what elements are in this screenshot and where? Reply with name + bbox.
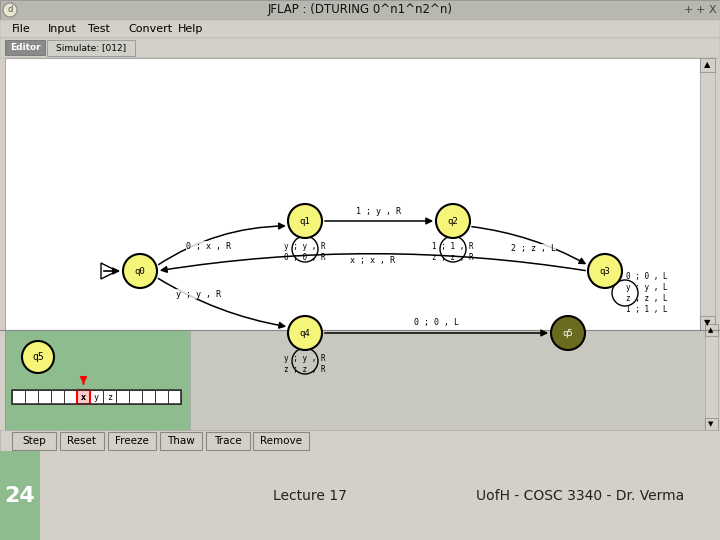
FancyBboxPatch shape (90, 390, 103, 404)
Text: ▼: ▼ (703, 319, 710, 327)
FancyBboxPatch shape (0, 451, 40, 540)
FancyBboxPatch shape (116, 390, 129, 404)
Circle shape (288, 204, 322, 238)
Text: 2 ; z , L: 2 ; z , L (510, 244, 556, 253)
FancyBboxPatch shape (103, 390, 116, 404)
Text: Lecture 17: Lecture 17 (273, 489, 347, 503)
Circle shape (588, 254, 622, 288)
FancyBboxPatch shape (77, 390, 90, 404)
Text: Step: Step (22, 436, 46, 446)
Text: Simulate: [012]: Simulate: [012] (56, 44, 126, 52)
FancyBboxPatch shape (142, 390, 155, 404)
Text: JFLAP : (DTURING 0^n1^n2^n): JFLAP : (DTURING 0^n1^n2^n) (268, 3, 452, 17)
Text: 1 ; y , R: 1 ; y , R (356, 206, 402, 215)
Text: UofH - COSC 3340 - Dr. Verma: UofH - COSC 3340 - Dr. Verma (476, 489, 684, 503)
Text: d: d (7, 5, 13, 15)
Circle shape (22, 341, 54, 373)
FancyBboxPatch shape (0, 20, 720, 38)
Text: Trace: Trace (214, 436, 242, 446)
Text: Convert: Convert (128, 24, 172, 34)
FancyBboxPatch shape (60, 432, 104, 450)
Text: +: + (696, 5, 705, 15)
Text: 0 ; 0 , L: 0 ; 0 , L (414, 319, 459, 327)
Text: 0 ; x , R: 0 ; x , R (186, 242, 231, 251)
Text: q5: q5 (32, 352, 44, 362)
Circle shape (551, 316, 585, 350)
Text: 0 ; 0 , L
y ; y , L
z ; z , L
1 ; 1 , L: 0 ; 0 , L y ; y , L z ; z , L 1 ; 1 , L (626, 272, 668, 314)
Circle shape (3, 3, 17, 17)
FancyBboxPatch shape (253, 432, 309, 450)
Text: z: z (107, 393, 112, 402)
FancyBboxPatch shape (705, 418, 718, 430)
FancyBboxPatch shape (5, 58, 700, 330)
FancyBboxPatch shape (129, 390, 142, 404)
Text: X: X (708, 5, 716, 15)
Circle shape (288, 316, 322, 350)
Text: Test: Test (88, 24, 110, 34)
FancyBboxPatch shape (38, 390, 51, 404)
Circle shape (436, 204, 470, 238)
FancyBboxPatch shape (0, 430, 720, 452)
Text: Help: Help (178, 24, 203, 34)
Text: y ; y , R
z ; z , R: y ; y , R z ; z , R (284, 354, 326, 374)
FancyBboxPatch shape (5, 40, 45, 55)
Text: Thaw: Thaw (167, 436, 195, 446)
FancyBboxPatch shape (168, 390, 181, 404)
FancyBboxPatch shape (700, 58, 715, 72)
Text: ▲: ▲ (708, 327, 714, 333)
Text: q2: q2 (448, 217, 459, 226)
Text: q0: q0 (135, 267, 145, 275)
Text: Freeze: Freeze (115, 436, 149, 446)
Text: Reset: Reset (68, 436, 96, 446)
Text: q4: q4 (300, 328, 310, 338)
FancyBboxPatch shape (25, 390, 38, 404)
FancyBboxPatch shape (108, 432, 156, 450)
Text: x: x (81, 393, 86, 402)
FancyBboxPatch shape (0, 38, 720, 58)
Text: y ; y , R: y ; y , R (176, 290, 221, 299)
FancyBboxPatch shape (0, 0, 720, 20)
Text: 24: 24 (4, 486, 35, 506)
FancyBboxPatch shape (51, 390, 64, 404)
FancyBboxPatch shape (160, 432, 202, 450)
Circle shape (123, 254, 157, 288)
FancyBboxPatch shape (206, 432, 250, 450)
Text: Remove: Remove (260, 436, 302, 446)
Text: File: File (12, 24, 31, 34)
Text: Input: Input (48, 24, 77, 34)
Text: q3: q3 (600, 267, 611, 275)
Text: q1: q1 (300, 217, 310, 226)
Text: x: x (81, 393, 86, 402)
Text: ▲: ▲ (703, 60, 710, 70)
Text: +: + (683, 5, 693, 15)
Text: y ; y , R
0 ; 0 , R: y ; y , R 0 ; 0 , R (284, 242, 326, 262)
FancyBboxPatch shape (705, 324, 718, 336)
Text: Editor: Editor (9, 44, 40, 52)
FancyBboxPatch shape (705, 330, 718, 430)
FancyBboxPatch shape (700, 58, 715, 330)
Text: 1 ; 1 , R
z ; z , R: 1 ; 1 , R z ; z , R (432, 242, 474, 262)
Text: y: y (94, 393, 99, 402)
Text: x ; x , R: x ; x , R (350, 256, 395, 266)
FancyBboxPatch shape (47, 40, 135, 56)
FancyBboxPatch shape (64, 390, 77, 404)
FancyBboxPatch shape (700, 316, 715, 330)
FancyBboxPatch shape (12, 432, 56, 450)
FancyBboxPatch shape (12, 390, 25, 404)
FancyBboxPatch shape (77, 390, 90, 404)
FancyBboxPatch shape (5, 330, 190, 430)
Text: ▼: ▼ (708, 421, 714, 427)
FancyBboxPatch shape (155, 390, 168, 404)
Text: q5: q5 (562, 328, 573, 338)
FancyBboxPatch shape (0, 452, 720, 540)
FancyBboxPatch shape (190, 330, 705, 430)
